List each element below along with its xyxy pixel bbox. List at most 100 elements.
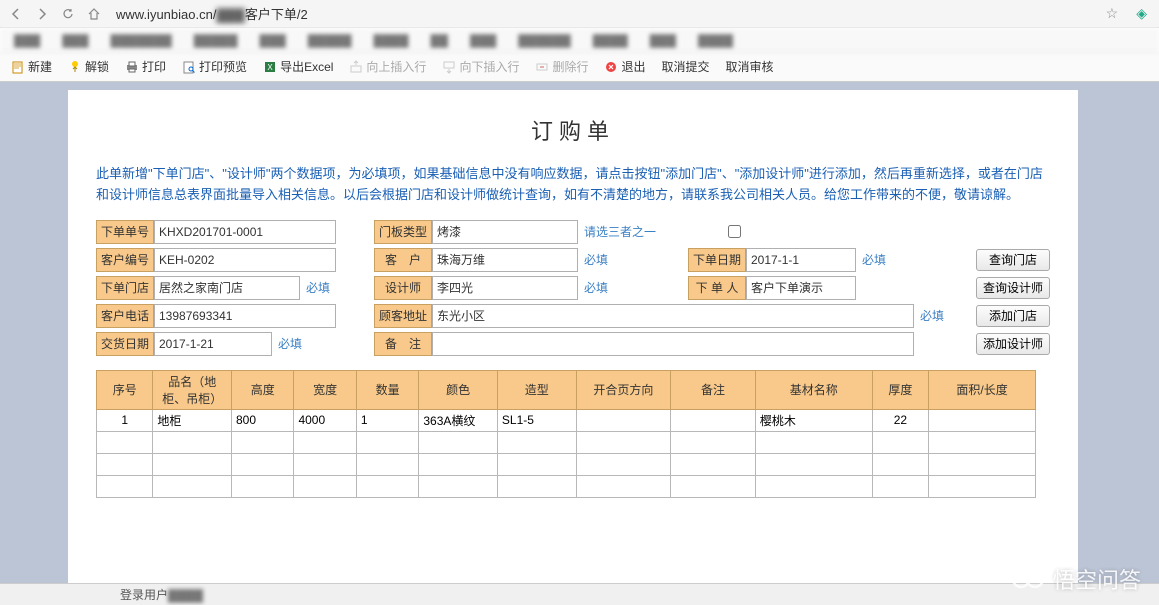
table-header: 高度 — [231, 370, 293, 409]
order-no-input[interactable] — [154, 220, 336, 244]
table-row[interactable]: 1地柜80040001363A横纹SL1-5樱桃木22 — [97, 409, 1036, 431]
table-cell[interactable]: 22 — [872, 409, 928, 431]
table-row[interactable] — [97, 431, 1036, 453]
table-cell[interactable] — [356, 431, 418, 453]
table-cell[interactable] — [872, 431, 928, 453]
cust-phone-input[interactable] — [154, 304, 336, 328]
table-cell[interactable]: 樱桃木 — [755, 409, 872, 431]
browser-address-bar: www.iyunbiao.cn/▓▓▓客户下单/2 ☆ ◈ — [0, 0, 1159, 28]
forward-button[interactable] — [32, 4, 52, 24]
cancel-submit-button[interactable]: 取消提交 — [658, 56, 712, 77]
table-cell[interactable] — [872, 453, 928, 475]
table-cell[interactable] — [929, 453, 1036, 475]
order-date-label: 下单日期 — [688, 248, 746, 272]
table-cell[interactable] — [231, 431, 293, 453]
table-cell[interactable] — [497, 453, 576, 475]
export-button[interactable]: X导出Excel — [260, 56, 336, 77]
table-cell[interactable] — [153, 453, 232, 475]
remark-label: 备 注 — [374, 332, 432, 356]
delivery-input[interactable] — [154, 332, 272, 356]
table-cell[interactable] — [153, 431, 232, 453]
orderer-input[interactable] — [746, 276, 856, 300]
query-store-button[interactable]: 查询门店 — [976, 249, 1050, 271]
add-store-button[interactable]: 添加门店 — [976, 305, 1050, 327]
extension-icon[interactable]: ◈ — [1130, 5, 1153, 22]
remark-input[interactable] — [432, 332, 914, 356]
new-button[interactable]: 新建 — [8, 56, 55, 77]
table-row[interactable] — [97, 475, 1036, 497]
table-cell[interactable] — [671, 453, 756, 475]
table-cell[interactable]: 1 — [356, 409, 418, 431]
table-cell[interactable] — [97, 453, 153, 475]
back-button[interactable] — [6, 4, 26, 24]
table-cell[interactable]: 4000 — [294, 409, 356, 431]
exit-button[interactable]: 退出 — [601, 56, 648, 77]
table-cell[interactable] — [671, 431, 756, 453]
preview-button[interactable]: 打印预览 — [179, 56, 250, 77]
table-cell[interactable]: 363A横纹 — [419, 409, 498, 431]
order-no-label: 下单单号 — [96, 220, 154, 244]
table-cell[interactable] — [929, 475, 1036, 497]
cust-code-input[interactable] — [154, 248, 336, 272]
table-header: 品名（地柜、吊柜） — [153, 370, 232, 409]
table-cell[interactable] — [872, 475, 928, 497]
bookmark-icon[interactable]: ☆ — [1100, 5, 1125, 22]
url-text[interactable]: www.iyunbiao.cn/▓▓▓客户下单/2 — [110, 4, 1094, 23]
table-cell[interactable] — [755, 453, 872, 475]
table-cell[interactable] — [356, 475, 418, 497]
table-cell[interactable] — [497, 475, 576, 497]
table-cell[interactable] — [929, 431, 1036, 453]
table-row[interactable] — [97, 453, 1036, 475]
table-cell[interactable] — [576, 475, 671, 497]
table-cell[interactable] — [97, 431, 153, 453]
table-cell[interactable] — [97, 475, 153, 497]
home-button[interactable] — [84, 4, 104, 24]
store-input[interactable] — [154, 276, 300, 300]
print-button[interactable]: 打印 — [122, 56, 169, 77]
table-cell[interactable] — [419, 475, 498, 497]
table-cell[interactable] — [294, 431, 356, 453]
table-cell[interactable] — [419, 431, 498, 453]
menu-tabs-row: ▓▓▓▓▓▓▓▓▓▓▓▓▓▓▓▓▓▓▓▓▓▓▓▓▓▓▓▓▓▓▓▓▓▓▓▓▓▓▓▓… — [0, 28, 1159, 52]
panel-type-checkbox[interactable] — [728, 225, 741, 238]
cancel-audit-button[interactable]: 取消审核 — [723, 56, 777, 77]
table-cell[interactable] — [231, 475, 293, 497]
table-cell[interactable] — [497, 431, 576, 453]
table-cell[interactable] — [576, 409, 671, 431]
cust-addr-input[interactable] — [432, 304, 914, 328]
table-cell[interactable] — [929, 409, 1036, 431]
table-cell[interactable] — [576, 453, 671, 475]
table-header: 开合页方向 — [576, 370, 671, 409]
table-cell[interactable] — [576, 431, 671, 453]
table-cell[interactable]: 1 — [97, 409, 153, 431]
table-cell[interactable] — [755, 431, 872, 453]
table-cell[interactable] — [419, 453, 498, 475]
table-cell[interactable] — [294, 475, 356, 497]
customer-input[interactable] — [432, 248, 578, 272]
unlock-button[interactable]: 解锁 — [65, 56, 112, 77]
table-cell[interactable] — [755, 475, 872, 497]
designer-input[interactable] — [432, 276, 578, 300]
table-cell[interactable] — [671, 475, 756, 497]
table-header: 数量 — [356, 370, 418, 409]
query-designer-button[interactable]: 查询设计师 — [976, 277, 1050, 299]
cust-phone-label: 客户电话 — [96, 304, 154, 328]
table-cell[interactable] — [671, 409, 756, 431]
table-cell[interactable] — [153, 475, 232, 497]
items-table[interactable]: 序号品名（地柜、吊柜）高度宽度数量颜色造型开合页方向备注基材名称厚度面积/长度 … — [96, 370, 1036, 498]
add-designer-button[interactable]: 添加设计师 — [976, 333, 1050, 355]
refresh-button[interactable] — [58, 4, 78, 24]
table-cell[interactable]: SL1-5 — [497, 409, 576, 431]
table-header: 造型 — [497, 370, 576, 409]
table-cell[interactable] — [356, 453, 418, 475]
customer-hint: 必填 — [578, 251, 614, 268]
store-hint: 必填 — [300, 279, 336, 296]
notice-text: 此单新增"下单门店"、"设计师"两个数据项，为必填项，如果基础信息中没有响应数据… — [96, 164, 1050, 206]
table-cell[interactable] — [231, 453, 293, 475]
table-header: 宽度 — [294, 370, 356, 409]
table-cell[interactable]: 800 — [231, 409, 293, 431]
order-date-input[interactable] — [746, 248, 856, 272]
table-cell[interactable]: 地柜 — [153, 409, 232, 431]
table-cell[interactable] — [294, 453, 356, 475]
panel-type-input[interactable] — [432, 220, 578, 244]
